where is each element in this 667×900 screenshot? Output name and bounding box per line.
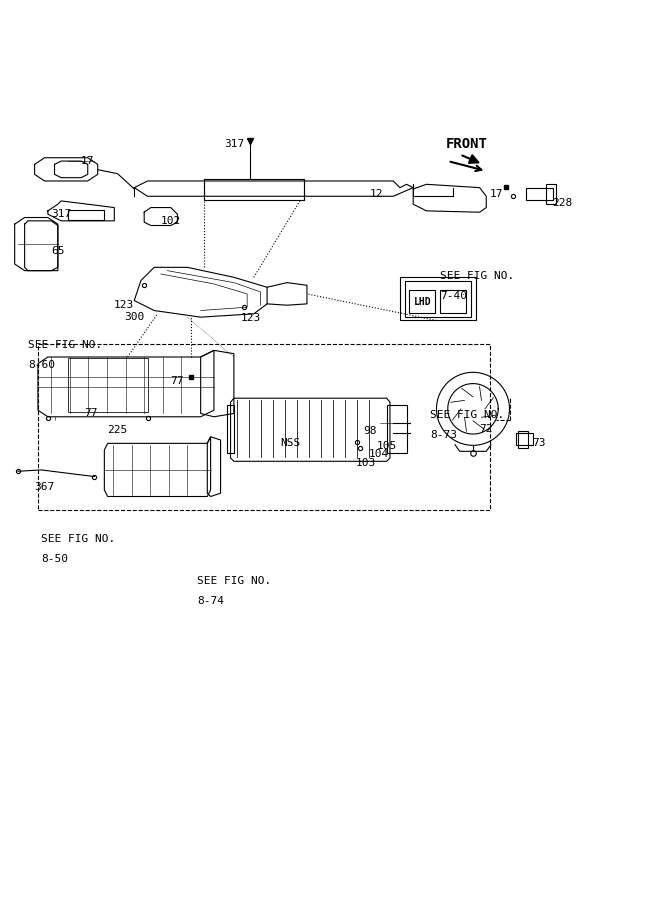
- Text: SEE FIG NO.: SEE FIG NO.: [430, 410, 504, 420]
- Bar: [440, 290, 466, 313]
- Text: 8-50: 8-50: [41, 554, 68, 564]
- Text: NSS: NSS: [280, 438, 300, 448]
- Text: 105: 105: [376, 441, 397, 451]
- Bar: [387, 406, 407, 454]
- Bar: [38, 344, 490, 509]
- Text: FRONT: FRONT: [446, 138, 488, 151]
- Bar: [405, 281, 471, 317]
- Text: 123: 123: [114, 301, 134, 310]
- Text: 225: 225: [107, 425, 128, 435]
- Text: 300: 300: [124, 312, 144, 322]
- Text: 103: 103: [356, 458, 376, 468]
- Bar: [227, 406, 234, 454]
- Bar: [518, 431, 528, 448]
- Text: 228: 228: [552, 198, 573, 208]
- Bar: [409, 290, 435, 313]
- Text: 72: 72: [480, 424, 493, 434]
- Text: 317: 317: [51, 209, 71, 220]
- Text: 77: 77: [171, 376, 184, 386]
- Bar: [526, 188, 553, 201]
- Bar: [68, 210, 104, 220]
- Text: 317: 317: [223, 140, 244, 149]
- Text: 17: 17: [490, 189, 503, 199]
- Text: 77: 77: [84, 409, 98, 419]
- Text: SEE FIG NO.: SEE FIG NO.: [197, 576, 271, 586]
- Text: 123: 123: [240, 313, 261, 323]
- Text: 17: 17: [81, 156, 95, 166]
- Text: 102: 102: [161, 216, 181, 226]
- Text: 104: 104: [369, 449, 389, 459]
- Text: SEE FIG NO.: SEE FIG NO.: [28, 340, 102, 350]
- Text: 8-74: 8-74: [197, 596, 224, 606]
- Text: SEE FIG NO.: SEE FIG NO.: [440, 271, 514, 281]
- Bar: [204, 179, 303, 201]
- Text: 7-40: 7-40: [440, 291, 467, 301]
- Text: SEE FIG NO.: SEE FIG NO.: [41, 535, 115, 544]
- Text: 367: 367: [35, 482, 55, 491]
- Text: 98: 98: [364, 427, 377, 436]
- Text: LHD: LHD: [414, 297, 432, 307]
- Text: 65: 65: [51, 246, 65, 256]
- Bar: [516, 433, 533, 445]
- Bar: [400, 277, 476, 320]
- Bar: [546, 184, 556, 204]
- Text: 12: 12: [370, 189, 384, 199]
- Text: 8-60: 8-60: [28, 360, 55, 370]
- Text: 8-73: 8-73: [430, 430, 457, 440]
- Text: 73: 73: [533, 438, 546, 448]
